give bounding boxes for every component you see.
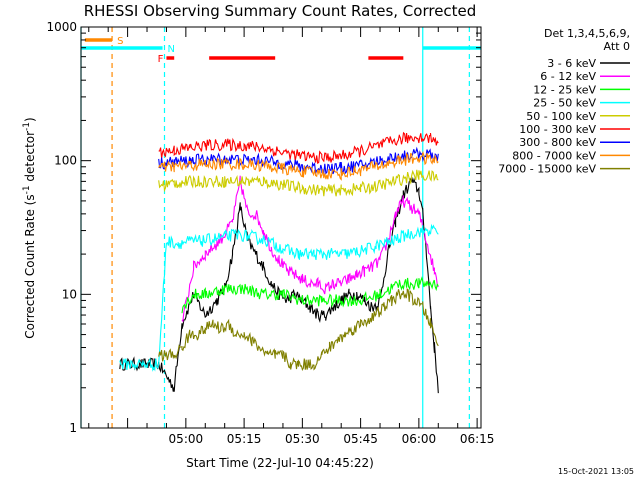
legend-item-12-25-kev: 12 - 25 keV xyxy=(533,83,630,96)
legend-item-3-6-kev: 3 - 6 keV xyxy=(547,57,630,70)
legend-label: 3 - 6 keV xyxy=(547,57,596,70)
y-axis-label-main: Corrected Count Rate (s xyxy=(23,194,37,338)
series-line-12-25-kev xyxy=(181,276,439,314)
state-bar-label-0: S xyxy=(117,36,123,47)
legend-header-line1: Det 1,3,4,5,6,9, xyxy=(544,27,630,40)
timestamp: 15-Oct-2021 13:05 xyxy=(558,467,634,476)
y-tick-label-1000: 1000 xyxy=(46,20,77,34)
plot-frame xyxy=(80,26,482,429)
state-bar-label-1: N xyxy=(168,44,175,55)
legend-label: 800 - 7000 keV xyxy=(512,149,596,162)
legend-label: 7000 - 15000 keV xyxy=(498,163,596,176)
x-tick-label-05-45: 05:45 xyxy=(343,432,378,446)
series-layer xyxy=(119,131,439,394)
y-axis-label: Corrected Count Rate (s-1 detector-1) xyxy=(22,117,37,338)
y-tick-label-1: 1 xyxy=(69,421,77,435)
x-axis-label: Start Time (22-Jul-10 04:45:22) xyxy=(186,456,374,470)
legend-item-50-100-kev: 50 - 100 keV xyxy=(526,110,630,123)
x-tick-label-05-00: 05:00 xyxy=(169,432,204,446)
y-tick-label-100: 100 xyxy=(54,154,77,168)
legend-label: 12 - 25 keV xyxy=(533,83,596,96)
series-line-50-100-kev xyxy=(158,169,439,197)
y-tick-label-10: 10 xyxy=(62,287,77,301)
legend-item-7000-15000-kev: 7000 - 15000 keV xyxy=(498,163,630,176)
series-line-6-12-kev xyxy=(181,175,439,323)
legend-header-line2: Att 0 xyxy=(604,40,630,53)
x-tick-label-05-15: 05:15 xyxy=(227,432,262,446)
y-axis-label-end: ) xyxy=(23,117,37,122)
axes-layer: 1 10 100 1000 05:00 05:15 05:30 05:45 06:00 06:15 xyxy=(46,20,494,446)
legend-label: 100 - 300 keV xyxy=(519,123,596,136)
chart-title: RHESSI Observing Summary Count Rates, Co… xyxy=(84,2,477,20)
y-axis-label-exp2: -1 xyxy=(22,122,32,131)
y-axis-label-mid: detector xyxy=(23,131,37,186)
y-axis-label-exp1: -1 xyxy=(22,185,32,194)
legend-item-25-50-kev: 25 - 50 keV xyxy=(533,97,630,110)
series-line-300-800-kev xyxy=(158,146,439,175)
legend-label: 50 - 100 keV xyxy=(526,110,596,123)
state-bar-label-3: F xyxy=(158,54,164,65)
series-line-3-6-kev xyxy=(119,176,439,394)
series-line-25-50-kev xyxy=(119,223,439,372)
legend-item-100-300-kev: 100 - 300 keV xyxy=(519,123,630,136)
state-bars-layer: S NF xyxy=(81,36,481,65)
legend-item-800-7000-kev: 800 - 7000 keV xyxy=(512,149,630,162)
legend-label: 300 - 800 keV xyxy=(519,136,596,149)
legend-label: 25 - 50 keV xyxy=(533,97,596,110)
series-line-7000-15000-kev xyxy=(158,287,439,371)
x-tick-label-06-00: 06:00 xyxy=(402,432,437,446)
x-tick-label-05-30: 05:30 xyxy=(285,432,320,446)
legend-item-6-12-kev: 6 - 12 keV xyxy=(540,70,630,83)
legend-label: 6 - 12 keV xyxy=(540,70,596,83)
series-line-800-7000-kev xyxy=(158,150,439,181)
x-tick-label-06-15: 06:15 xyxy=(460,432,495,446)
series-line-100-300-kev xyxy=(158,131,439,165)
legend-item-300-800-kev: 300 - 800 keV xyxy=(519,136,630,149)
